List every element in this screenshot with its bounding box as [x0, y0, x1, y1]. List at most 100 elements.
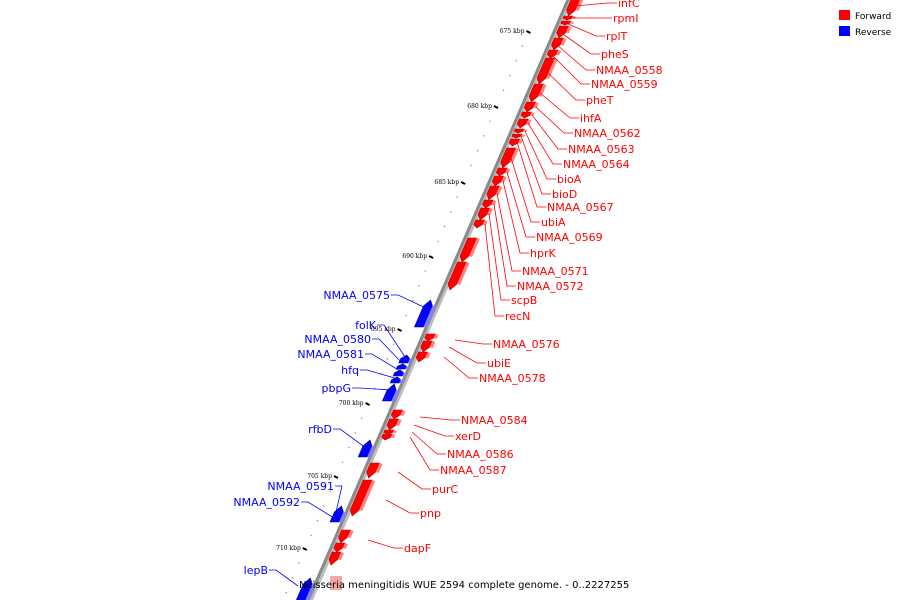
gene-label-scpb[interactable]: scpB — [511, 294, 537, 307]
label-leader-line — [527, 122, 562, 165]
tick-minor — [354, 432, 357, 434]
forward-gene-feature[interactable] — [536, 57, 556, 85]
forward-gene-feature[interactable] — [415, 351, 429, 363]
forward-gene-feature[interactable] — [524, 101, 537, 113]
gene-label-rpmi[interactable]: rpmI — [613, 12, 638, 25]
reverse-gene-feature[interactable] — [413, 299, 433, 328]
gene-label-recn[interactable]: recN — [505, 310, 530, 323]
gene-label-nmaa-0575[interactable]: NMAA_0575 — [323, 289, 390, 302]
gene-label-pnp[interactable]: pnp — [420, 507, 441, 520]
reverse-gene-feature[interactable] — [357, 439, 373, 458]
forward-gene-feature[interactable] — [349, 479, 373, 517]
label-leader-line — [365, 353, 401, 372]
label-leader-line — [360, 369, 399, 380]
reverse-gene-shade — [423, 306, 436, 328]
forward-gene-feature[interactable] — [508, 138, 521, 147]
gene-label-biod[interactable]: bioD — [552, 188, 577, 201]
label-leader-line — [506, 171, 535, 238]
gene-label-nmaa-0584[interactable]: NMAA_0584 — [461, 414, 528, 427]
gene-label-nmaa-0571[interactable]: NMAA_0571 — [522, 265, 589, 278]
gene-label-nmaa-0576[interactable]: NMAA_0576 — [493, 338, 560, 351]
label-leader-line — [502, 180, 529, 254]
legend-forward-label: Forward — [855, 12, 891, 22]
reverse-gene-feature[interactable] — [295, 577, 313, 600]
forward-gene-feature[interactable] — [511, 133, 523, 139]
reverse-gene-shade — [405, 366, 410, 370]
gene-label-purc[interactable]: purC — [432, 483, 458, 496]
forward-gene-feature[interactable] — [513, 128, 525, 134]
forward-gene-feature[interactable] — [333, 542, 346, 553]
forward-gene-feature[interactable] — [556, 25, 570, 39]
forward-gene-feature[interactable] — [473, 219, 486, 229]
gene-label-nmaa-0559[interactable]: NMAA_0559 — [591, 78, 658, 91]
gene-label-rplt[interactable]: rplT — [606, 30, 628, 43]
gene-label-hfq[interactable]: hfq — [341, 364, 359, 377]
forward-gene-feature[interactable] — [566, 0, 582, 17]
forward-gene-feature[interactable] — [381, 433, 393, 441]
gene-label-folk[interactable]: folK — [355, 319, 377, 332]
gene-label-nmaa-0592[interactable]: NMAA_0592 — [233, 496, 300, 509]
label-leader-line — [484, 223, 504, 317]
gene-label-phes[interactable]: pheS — [601, 48, 629, 61]
gene-label-nmaa-0591[interactable]: NMAA_0591 — [267, 480, 334, 493]
forward-gene-feature[interactable] — [482, 199, 494, 209]
forward-gene-shade — [565, 26, 572, 34]
gene-label-nmaa-0572[interactable]: NMAA_0572 — [517, 280, 584, 293]
forward-gene-feature[interactable] — [495, 167, 508, 177]
forward-gene-feature[interactable] — [520, 111, 532, 119]
tick-minor — [470, 164, 472, 167]
forward-gene-feature[interactable] — [420, 340, 433, 353]
reverse-gene-feature[interactable] — [395, 363, 407, 370]
gene-label-nmaa-0567[interactable]: NMAA_0567 — [547, 201, 614, 214]
gene-label-nmaa-0562[interactable]: NMAA_0562 — [574, 127, 641, 140]
gene-label-xerd[interactable]: xerD — [455, 430, 481, 443]
gene-label-nmaa-0586[interactable]: NMAA_0586 — [447, 448, 514, 461]
forward-gene-feature[interactable] — [500, 147, 517, 169]
forward-gene-feature[interactable] — [516, 118, 529, 129]
gene-label-nmaa-0581[interactable]: NMAA_0581 — [297, 348, 364, 361]
forward-gene-feature[interactable] — [459, 237, 478, 263]
reverse-gene-feature[interactable] — [381, 383, 397, 402]
gene-label-pbpg[interactable]: pbpG — [322, 382, 351, 395]
label-leader-line — [372, 338, 404, 365]
gene-label-nmaa-0564[interactable]: NMAA_0564 — [563, 158, 630, 171]
gene-label-nmaa-0580[interactable]: NMAA_0580 — [304, 333, 371, 346]
reverse-gene-feature[interactable] — [398, 354, 411, 364]
label-leader-line — [333, 428, 367, 449]
gene-label-nmaa-0569[interactable]: NMAA_0569 — [536, 231, 603, 244]
gene-label-ubia[interactable]: ubiA — [541, 216, 566, 229]
forward-gene-feature[interactable] — [560, 20, 572, 26]
gene-label-ihfa[interactable]: ihfA — [580, 112, 602, 125]
forward-gene-feature[interactable] — [492, 175, 505, 187]
gene-label-lepb[interactable]: lepB — [244, 564, 268, 577]
gene-label-dapf[interactable]: dapF — [404, 542, 431, 555]
gene-label-nmaa-0587[interactable]: NMAA_0587 — [440, 464, 507, 477]
forward-gene-feature[interactable] — [386, 418, 400, 431]
forward-gene-feature[interactable] — [528, 83, 544, 103]
forward-gene-feature[interactable] — [338, 529, 352, 544]
gene-label-nmaa-0563[interactable]: NMAA_0563 — [568, 143, 635, 156]
tick-minor — [424, 270, 427, 273]
gene-label-rfbd[interactable]: rfbD — [308, 423, 332, 436]
forward-gene-feature[interactable] — [447, 261, 467, 291]
gene-label-phet[interactable]: pheT — [586, 94, 614, 107]
forward-gene-feature[interactable] — [486, 185, 500, 201]
forward-gene-shade — [501, 176, 507, 183]
forward-gene-feature[interactable] — [424, 333, 436, 342]
reverse-gene-feature[interactable] — [389, 376, 401, 384]
forward-gene-feature[interactable] — [383, 429, 395, 435]
forward-gene-feature[interactable] — [391, 409, 403, 420]
gene-label-ubie[interactable]: ubiE — [487, 357, 511, 370]
gene-label-bioa[interactable]: bioA — [557, 173, 582, 186]
forward-gene-feature[interactable] — [551, 37, 564, 51]
gene-label-infc[interactable]: infC — [618, 0, 640, 10]
forward-gene-feature[interactable] — [366, 462, 381, 479]
gene-label-hprk[interactable]: hprK — [530, 247, 556, 260]
label-leaders — [269, 2, 617, 587]
forward-gene-feature[interactable] — [562, 15, 574, 21]
gene-label-nmaa-0558[interactable]: NMAA_0558 — [596, 64, 663, 77]
gene-label-nmaa-0578[interactable]: NMAA_0578 — [479, 372, 546, 385]
reverse-gene-feature[interactable] — [392, 369, 405, 377]
forward-gene-feature[interactable] — [328, 551, 342, 566]
forward-gene-feature[interactable] — [477, 207, 491, 221]
